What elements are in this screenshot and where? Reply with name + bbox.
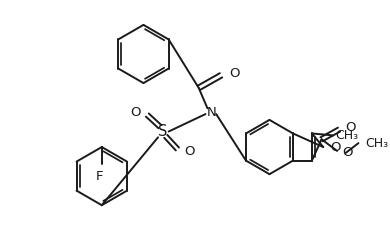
Text: O: O [130, 106, 140, 119]
Text: CH₃: CH₃ [365, 137, 388, 150]
Text: O: O [342, 146, 353, 159]
Text: F: F [96, 170, 104, 183]
Text: O: O [184, 145, 195, 158]
Text: O: O [229, 67, 239, 80]
Text: S: S [158, 124, 168, 139]
Text: O: O [345, 121, 355, 134]
Text: CH₃: CH₃ [335, 129, 358, 142]
Text: O: O [330, 140, 340, 154]
Text: N: N [206, 106, 216, 119]
